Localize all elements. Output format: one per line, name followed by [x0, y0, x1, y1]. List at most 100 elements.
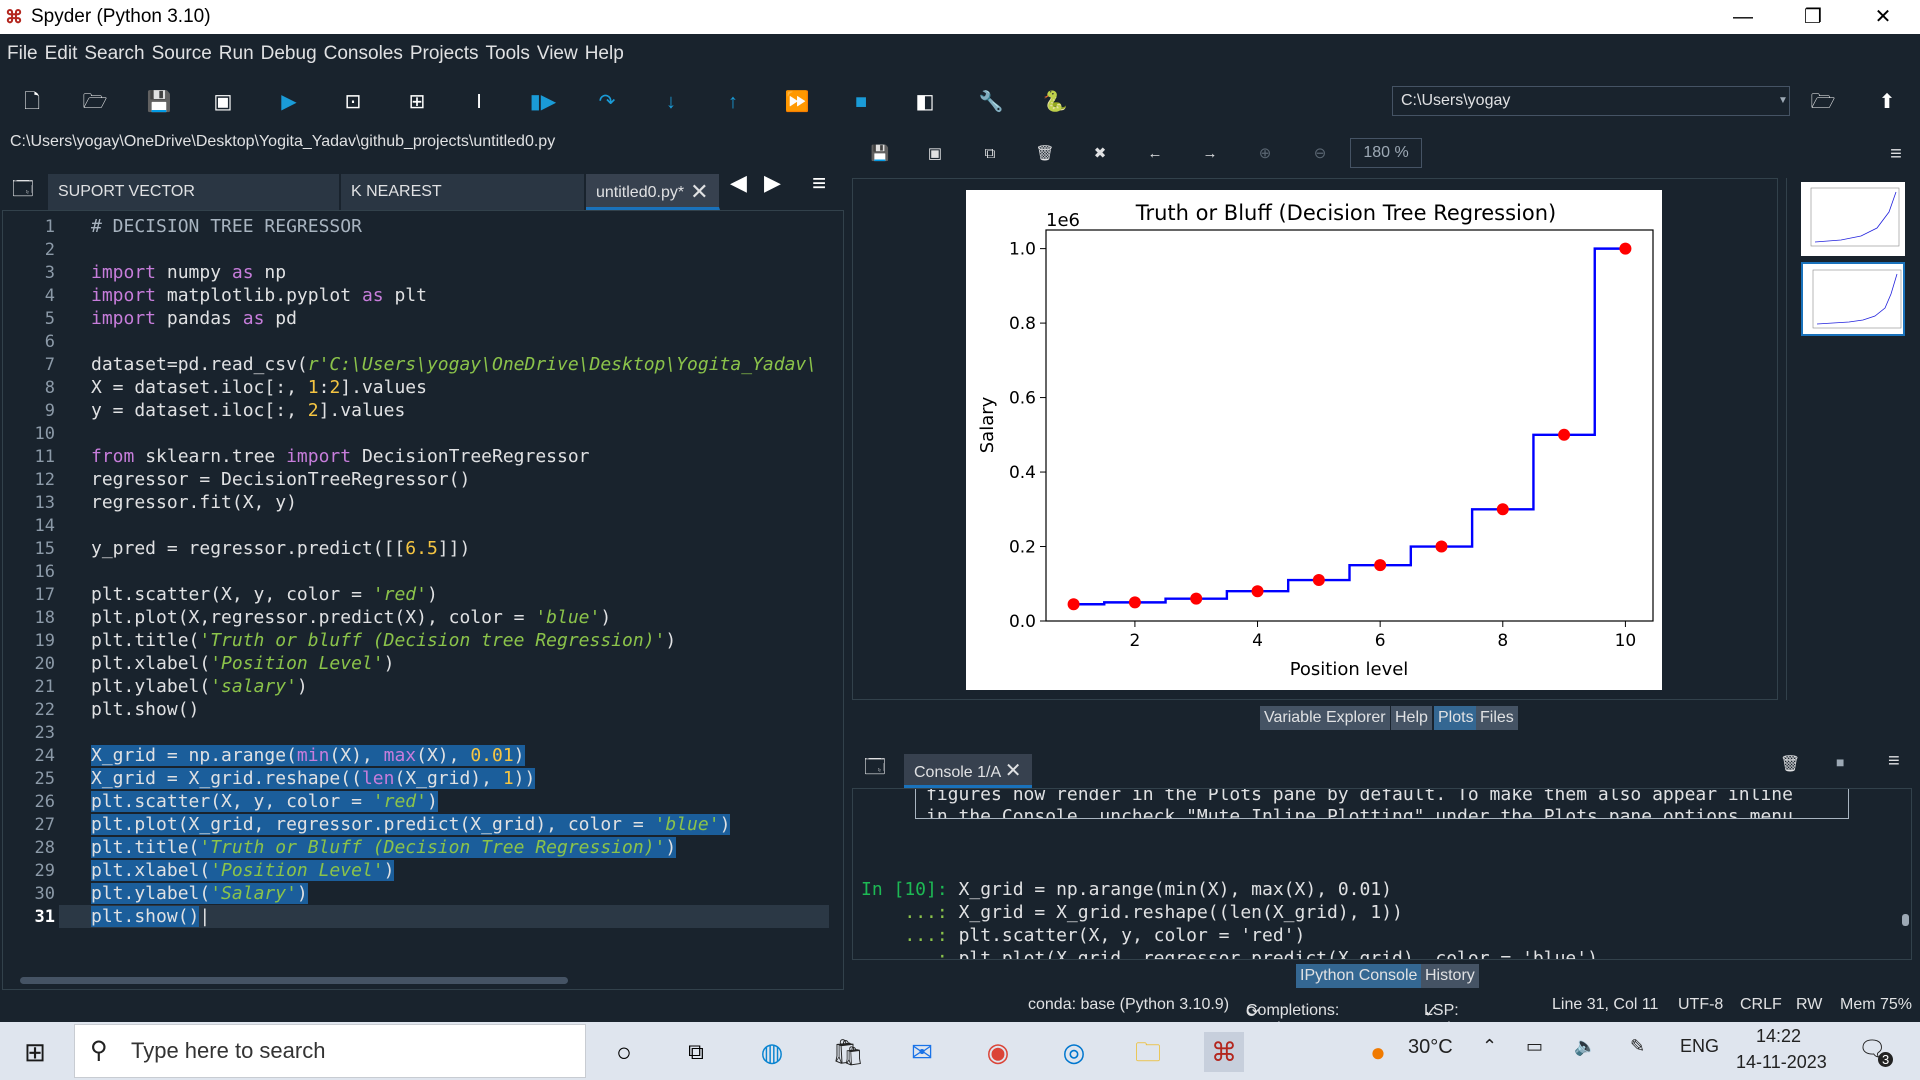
pen-icon[interactable]: ✎ — [1630, 1036, 1646, 1056]
console-vertical-scrollbar[interactable] — [1900, 794, 1910, 950]
tab-plots[interactable]: Plots — [1434, 706, 1478, 730]
zoom-level-field[interactable]: 180 % — [1350, 138, 1422, 168]
continuation-prompt: ...: — [904, 948, 948, 960]
chevron-up-icon[interactable]: ⌃ — [1482, 1036, 1498, 1056]
restore-button[interactable]: ❐ — [1804, 6, 1822, 28]
save-all-plots-icon[interactable]: ▣ — [927, 145, 943, 162]
previous-plot-icon[interactable]: ← — [1147, 145, 1163, 162]
x-tick-label: 4 — [1252, 631, 1263, 651]
new-file-icon[interactable]: 🗋 — [23, 91, 41, 113]
zoom-in-icon[interactable]: ⊕ — [1258, 145, 1272, 162]
save-plot-icon[interactable]: 💾 — [870, 145, 890, 162]
close-icon[interactable]: ✕ — [1004, 760, 1022, 782]
run-file-icon[interactable]: ▶ — [281, 91, 297, 113]
tab-help[interactable]: Help — [1391, 706, 1432, 730]
save-icon[interactable]: 💾 — [146, 91, 172, 113]
remove-plot-icon[interactable]: 🗑 — [1035, 145, 1055, 162]
ipython-console[interactable]: figures now render in the Plots pane by … — [852, 788, 1912, 960]
remove-all-plots-icon[interactable]: ✖ — [1093, 145, 1107, 162]
menu-run[interactable]: Run — [218, 43, 254, 64]
tab-console-1a[interactable]: Console 1/A ✕ — [904, 754, 1032, 788]
store-icon[interactable]: 🛍 — [831, 1037, 865, 1067]
browse-folder-icon[interactable]: 🗁 — [1810, 91, 1836, 113]
menu-consoles[interactable]: Consoles — [323, 43, 403, 64]
tab-files[interactable]: Files — [1476, 706, 1518, 730]
mail-icon[interactable]: ✉ — [911, 1037, 933, 1067]
stop-debug-icon[interactable]: ■ — [854, 91, 868, 113]
debug-file-icon[interactable]: ▮▶ — [529, 91, 557, 113]
taskbar-search[interactable]: Type here to search — [74, 1024, 586, 1078]
run-cell-icon[interactable]: ⊡ — [344, 91, 362, 113]
scrollbar-thumb[interactable] — [20, 977, 568, 984]
working-directory-input[interactable]: C:\Users\yogay — [1392, 86, 1790, 116]
next-plot-icon[interactable]: → — [1202, 145, 1218, 162]
battery-icon[interactable]: ▭ — [1526, 1036, 1544, 1056]
tab-variable-explorer[interactable]: Variable Explorer — [1260, 706, 1390, 730]
x-axis-ticks: 2 4 6 8 10 — [1129, 621, 1636, 651]
step-into-icon[interactable]: ↓ — [666, 91, 676, 113]
scroll-tabs-right-icon[interactable]: ▶ — [764, 170, 781, 195]
maximize-pane-icon[interactable]: ◧ — [915, 91, 935, 113]
step-over-icon[interactable]: ↷ — [598, 91, 616, 113]
scroll-tabs-left-icon[interactable]: ◀ — [730, 170, 747, 195]
menu-debug[interactable]: Debug — [260, 43, 317, 64]
python-path-icon[interactable]: 🐍 — [1042, 91, 1068, 113]
tab-knn[interactable]: K NEAREST NEIGHBORS.py✕ — [341, 174, 585, 240]
tab-untitled0[interactable]: untitled0.py* ✕ — [586, 174, 720, 210]
menu-source[interactable]: Source — [151, 43, 212, 64]
cortana-icon[interactable]: ○ — [616, 1037, 632, 1067]
status-env[interactable]: conda: base (Python 3.10.9) — [1028, 996, 1230, 1013]
editor-options-icon[interactable]: ≡ — [812, 170, 827, 197]
line-number: 15 — [34, 539, 55, 559]
tab-label: untitled0.py* — [596, 184, 685, 201]
spyder-taskbar-icon[interactable]: ⌘ — [1204, 1032, 1244, 1072]
clock-date[interactable]: 14-11-2023 — [1736, 1052, 1827, 1072]
open-file-icon[interactable]: 🗁 — [82, 91, 108, 113]
minimize-button[interactable]: — — [1733, 6, 1753, 28]
continue-icon[interactable]: ⏩ — [784, 91, 810, 113]
plots-options-icon[interactable]: ≡ — [1890, 143, 1902, 165]
menu-file[interactable]: File — [7, 43, 38, 64]
console-options-icon[interactable]: ≡ — [1888, 750, 1900, 772]
clock-time[interactable]: 14:22 — [1756, 1026, 1802, 1046]
volume-icon[interactable]: 🔈 — [1574, 1036, 1597, 1056]
preferences-icon[interactable]: 🔧 — [978, 91, 1004, 113]
menu-help[interactable]: Help — [584, 43, 624, 64]
save-all-icon[interactable]: ▣ — [213, 91, 233, 113]
tab-svr[interactable]: SUPORT VECTOR REGRESSION.py✕ — [48, 174, 340, 240]
file-explorer-icon[interactable]: 🗀 — [1134, 1037, 1161, 1067]
menu-projects[interactable]: Projects — [409, 43, 479, 64]
zoom-out-icon[interactable]: ⊖ — [1313, 145, 1327, 162]
task-view-icon[interactable]: ⧉ — [688, 1039, 704, 1064]
browse-consoles-icon[interactable]: 🗔 — [864, 756, 886, 778]
tab-ipython-console[interactable]: IPython Console — [1296, 964, 1422, 988]
menu-edit[interactable]: Edit — [44, 43, 78, 64]
copy-plot-icon[interactable]: ⧉ — [984, 145, 996, 162]
language-indicator[interactable]: ENG — [1680, 1036, 1720, 1056]
chrome-icon[interactable]: ◉ — [986, 1037, 1010, 1067]
tab-history[interactable]: History — [1421, 964, 1479, 988]
close-button[interactable]: ✕ — [1874, 6, 1892, 28]
run-selection-icon[interactable]: I — [476, 91, 482, 113]
menu-tools[interactable]: Tools — [485, 43, 530, 64]
plot-thumbnail-1[interactable] — [1801, 182, 1905, 256]
scrollbar-thumb[interactable] — [1902, 914, 1909, 926]
clear-console-icon[interactable]: 🗑 — [1780, 756, 1801, 773]
code-editor[interactable]: 1 2 3 4 5 6 7 8 9 10 11 12 13 14 15 16 17 18 19 20 21 22 23 24 2… — [2, 210, 844, 990]
chevron-down-icon[interactable]: ▼ — [1778, 95, 1788, 106]
browse-tabs-icon[interactable]: 🗔 — [12, 178, 34, 200]
run-cell-advance-icon[interactable]: ⊞ — [408, 91, 426, 113]
close-icon[interactable]: ✕ — [690, 179, 709, 204]
dell-icon[interactable]: ◎ — [1062, 1037, 1086, 1067]
interrupt-icon[interactable]: ■ — [1836, 754, 1845, 770]
menu-search[interactable]: Search — [84, 43, 145, 64]
menu-view[interactable]: View — [536, 43, 578, 64]
edge-icon[interactable]: ◍ — [760, 1037, 784, 1067]
temperature[interactable]: 30°C — [1408, 1036, 1453, 1058]
plot-thumbnail-2[interactable] — [1801, 262, 1905, 336]
parent-directory-icon[interactable]: ⬆ — [1878, 91, 1896, 113]
notification-count-badge: 3 — [1878, 1052, 1894, 1067]
plot-thumbnails — [1786, 178, 1920, 700]
step-out-icon[interactable]: ↑ — [728, 91, 738, 113]
windows-start-icon[interactable]: ⊞ — [24, 1037, 46, 1067]
